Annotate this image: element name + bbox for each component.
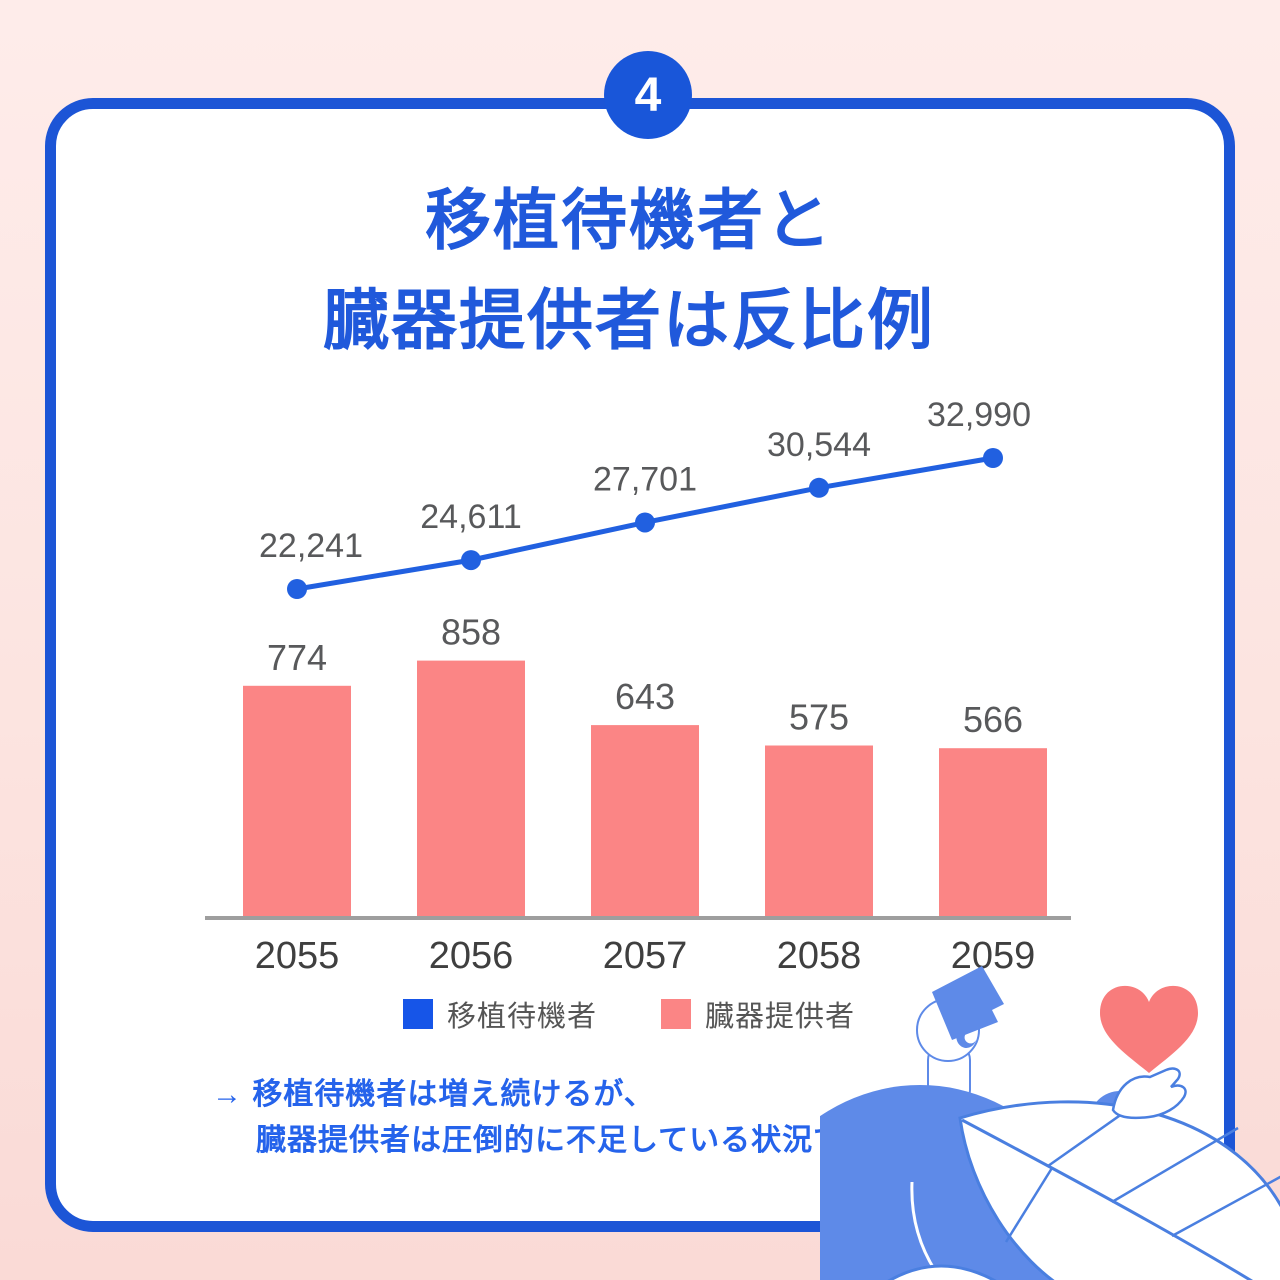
x-axis-tick-label: 2056 xyxy=(429,935,514,977)
heart-icon xyxy=(1100,985,1198,1073)
bar-2058 xyxy=(765,745,873,918)
line-point-2059 xyxy=(983,448,1003,468)
line-point-2058 xyxy=(809,477,829,498)
leaf-stem xyxy=(961,1118,1254,1280)
person-cap xyxy=(932,966,1004,1040)
chart-legend: 移植待機者 臓器提供者 xyxy=(45,993,1213,1035)
line-value-label: 27,701 xyxy=(593,460,697,498)
line-value-label: 30,544 xyxy=(767,426,871,464)
legend-label: 移植待機者 xyxy=(446,1001,597,1033)
leaf-small xyxy=(887,1264,997,1280)
footnote-line-2: 臓器提供者は圧倒的に不足している状況です。 xyxy=(256,1124,904,1157)
line-value-label: 32,990 xyxy=(927,396,1031,434)
x-axis-tick-label: 2058 xyxy=(777,935,862,977)
chart-canvas: 774 858 643 575 566 2055 2056 2057 2058 2059 22,24… xyxy=(205,396,1071,977)
line-point-2055 xyxy=(287,579,307,599)
leaf-vein xyxy=(1004,1167,1054,1243)
bar-2057 xyxy=(591,725,699,918)
bar-value-label: 575 xyxy=(789,697,849,738)
x-axis-tick-label: 2057 xyxy=(603,935,688,977)
x-axis-tick-label: 2059 xyxy=(951,935,1036,977)
leaf-vein xyxy=(1111,1126,1239,1204)
person-illustration xyxy=(820,966,1280,1280)
leaf-body xyxy=(958,1100,1280,1280)
leaf-vein xyxy=(1171,1175,1280,1238)
content-card xyxy=(45,98,1235,1232)
bar-2055 xyxy=(243,685,351,918)
legend-swatch-pink xyxy=(661,999,691,1029)
title-line-1: 移植待機者と xyxy=(425,183,833,257)
bar-value-label: 566 xyxy=(963,699,1023,740)
legend-swatch-blue xyxy=(402,999,433,1029)
number-badge: 4 xyxy=(604,51,692,139)
line-value-label: 24,611 xyxy=(420,498,521,536)
line-point-2057 xyxy=(635,512,655,533)
bar-value-label: 858 xyxy=(441,612,501,653)
person-hand xyxy=(1111,1067,1187,1120)
person-ear xyxy=(956,1026,976,1048)
bar-2059 xyxy=(939,748,1047,918)
title-line-2: 臓器提供者は反比例 xyxy=(323,283,935,357)
legend-label: 臓器提供者 xyxy=(705,1001,856,1033)
line-value-label: 22,241 xyxy=(259,527,363,565)
legend-item-waiting: 移植待機者 xyxy=(402,993,597,1035)
footnote-line-1: → 移植待機者は増え続けるが、 xyxy=(212,1078,655,1111)
badge-number: 4 xyxy=(634,68,662,122)
bar-2056 xyxy=(417,660,525,918)
combo-chart: 774 858 643 575 566 2055 2056 2057 2058 2059 22,24… xyxy=(205,390,1075,982)
bar-value-label: 774 xyxy=(267,637,327,678)
line-point-2056 xyxy=(461,550,481,571)
page-title: 移植待機者と 臓器提供者は反比例 xyxy=(45,170,1213,370)
torso-crease xyxy=(910,1181,938,1273)
x-axis-tick-label: 2055 xyxy=(255,935,340,977)
legend-item-donor: 臓器提供者 xyxy=(661,993,855,1035)
person-head xyxy=(916,966,1004,1107)
right-arrow-icon: → xyxy=(212,1078,243,1111)
footnote: → 移植待機者は増え続けるが、 臓器提供者は圧倒的に不足している状況です。 xyxy=(212,1072,903,1164)
bar-value-label: 643 xyxy=(615,676,675,717)
leaf-decoration xyxy=(887,1088,1280,1280)
